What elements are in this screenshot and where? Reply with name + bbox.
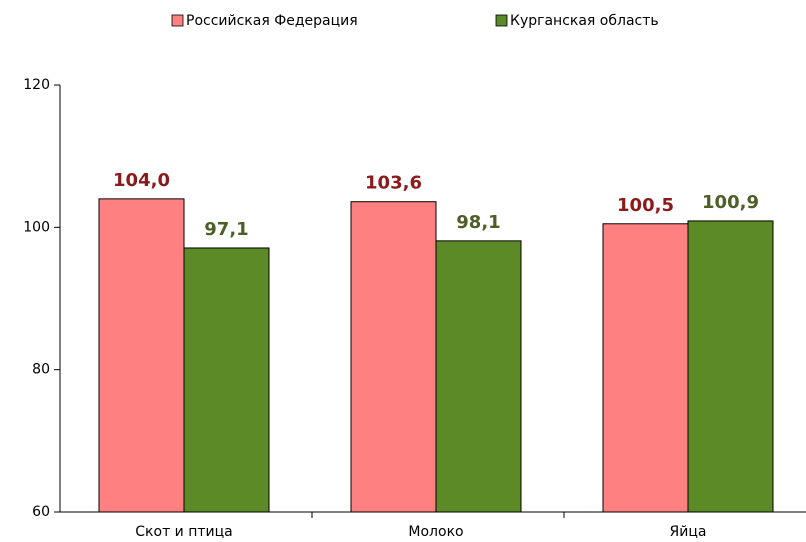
- bar: [183, 247, 270, 513]
- legend-label: Российская Федерация: [186, 13, 358, 29]
- x-tick-label: Молоко: [408, 524, 463, 540]
- value-label: 103,6: [365, 173, 422, 194]
- x-tick-label: Яйца: [670, 524, 707, 540]
- value-label: 98,1: [456, 212, 500, 233]
- value-label: 97,1: [204, 219, 248, 240]
- bar: [687, 220, 774, 513]
- value-label: 104,0: [113, 170, 170, 191]
- legend-swatch: [495, 14, 508, 27]
- bar: [98, 198, 185, 513]
- value-label: 100,5: [617, 195, 674, 216]
- value-label: 100,9: [702, 192, 759, 213]
- bar: [435, 240, 522, 513]
- bar: [350, 201, 437, 513]
- bar: [602, 223, 689, 513]
- x-tick-label: Скот и птица: [135, 524, 232, 540]
- y-tick-label: 60: [32, 504, 50, 520]
- y-tick-label: 100: [23, 219, 50, 235]
- y-tick-label: 120: [23, 77, 50, 93]
- legend-swatch: [171, 14, 184, 27]
- y-tick-label: 80: [32, 362, 50, 378]
- legend-label: Курганская область: [510, 13, 659, 29]
